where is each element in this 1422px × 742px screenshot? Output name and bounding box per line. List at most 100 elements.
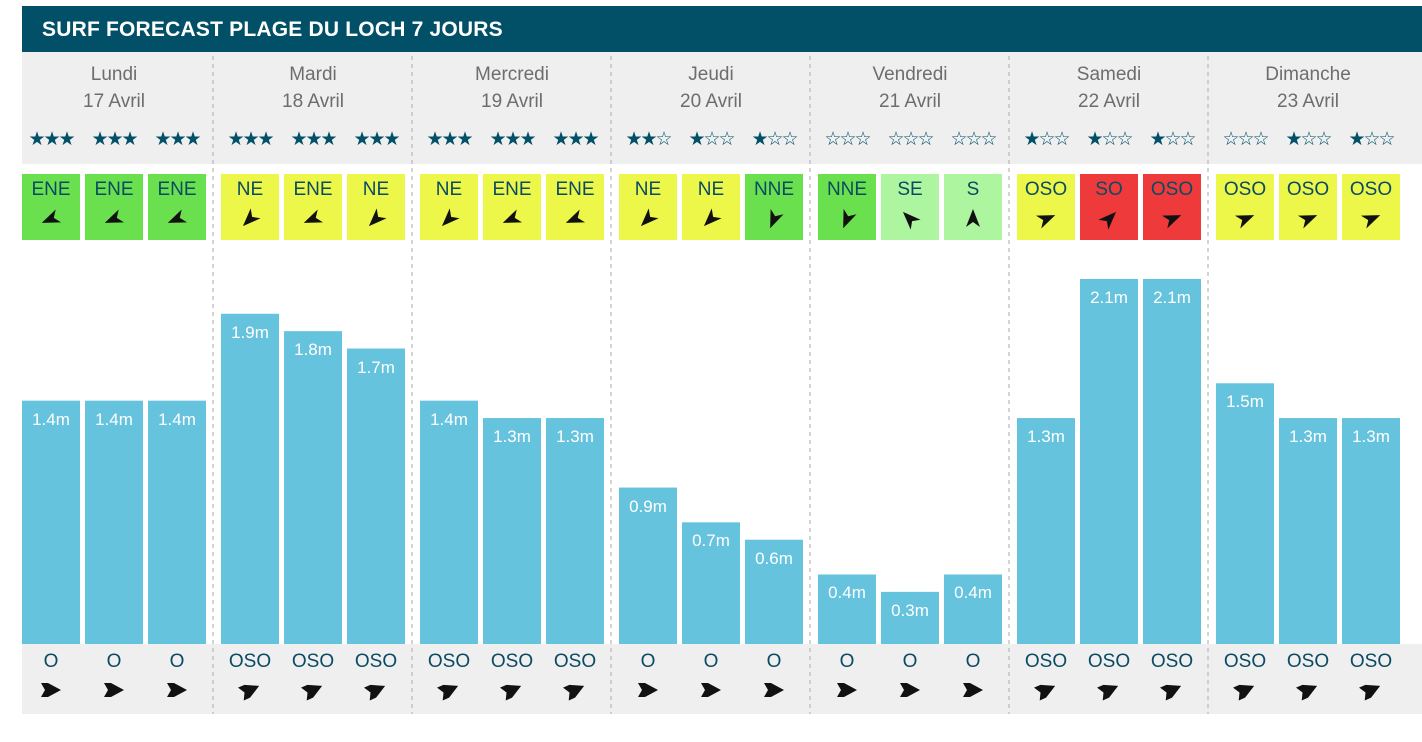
wind-direction-label: OSO [1024, 179, 1068, 200]
day-date: 19 Avril [481, 91, 543, 112]
rating-stars: ★☆☆ [1149, 129, 1196, 150]
wave-bar [85, 400, 143, 644]
swell-direction-label: OSO [1223, 651, 1267, 672]
swell-arrow-icon [1034, 684, 1056, 701]
wind-arrow-shape [41, 209, 62, 223]
wind-box [546, 174, 604, 240]
swell-arrow-shape [1233, 684, 1255, 701]
wind-arrow-icon [1161, 215, 1182, 229]
swell-direction-label: OSO [1087, 651, 1131, 672]
swell-arrow-shape [1097, 684, 1119, 701]
swell-arrow-shape [764, 683, 784, 697]
wind-arrow-shape [770, 208, 784, 229]
wave-height-label: 1.4m [430, 409, 468, 429]
rating-stars: ★★★ [28, 129, 75, 150]
wave-height-label: 2.1m [1153, 288, 1191, 307]
day-date: 18 Avril [282, 91, 344, 112]
swell-arrow-shape [167, 683, 187, 697]
wind-direction-label: ENE [555, 179, 595, 200]
swell-arrow-shape [104, 683, 124, 697]
swell-arrow-shape [963, 683, 983, 697]
wind-arrow-icon [902, 211, 921, 230]
rating-stars: ★☆☆ [688, 129, 735, 150]
wave-bar [420, 400, 478, 644]
swell-arrow-shape [638, 683, 658, 697]
wind-arrow-shape [1161, 215, 1182, 229]
wind-direction-label: SE [897, 179, 923, 200]
wind-direction-label: NE [435, 179, 463, 200]
wind-box [881, 174, 939, 240]
wave-height-label: 1.3m [1027, 427, 1065, 447]
wind-box [221, 174, 279, 240]
wind-box [1279, 174, 1337, 240]
wind-arrow-icon [843, 208, 857, 229]
swell-arrow-icon [764, 683, 784, 697]
swell-direction-label: OSO [1286, 651, 1330, 672]
day-name: Vendredi [872, 64, 948, 85]
wave-height-label: 0.4m [828, 583, 866, 603]
swell-direction-label: O [106, 651, 122, 672]
wave-height-label: 0.3m [891, 600, 929, 620]
wind-arrow-icon [770, 208, 784, 229]
rating-stars: ★★★ [290, 129, 337, 150]
wind-box [148, 174, 206, 240]
wind-arrow-shape [303, 209, 324, 223]
wind-arrow-icon [966, 209, 980, 227]
wave-height-label: 1.3m [1352, 427, 1390, 447]
swell-arrow-icon [167, 683, 187, 697]
swell-arrow-icon [563, 684, 585, 701]
rating-stars: ★★☆ [625, 129, 672, 150]
swell-arrow-icon [638, 683, 658, 697]
wind-direction-label: ENE [293, 179, 333, 200]
swell-arrow-shape [900, 683, 920, 697]
wind-arrow-icon [104, 209, 125, 223]
rating-stars: ★☆☆ [751, 129, 798, 150]
wind-box [420, 174, 478, 240]
wave-height-label: 1.9m [231, 322, 269, 342]
wind-direction-label: OSO [1150, 179, 1194, 200]
wave-height-label: 1.5m [1226, 392, 1264, 412]
wind-arrow-shape [1360, 215, 1381, 229]
wind-arrow-shape [843, 208, 857, 229]
wave-bar [1143, 279, 1201, 644]
wind-arrow-shape [1035, 215, 1056, 229]
wind-arrow-shape [1234, 215, 1255, 229]
wind-arrow-icon [1297, 215, 1318, 229]
day-date: 17 Avril [83, 91, 145, 112]
wind-direction-label: NNE [753, 179, 795, 200]
swell-arrow-shape [500, 684, 522, 701]
wave-bar [546, 418, 604, 644]
wind-arrow-icon [640, 208, 659, 227]
wave-bar [1080, 279, 1138, 644]
rating-stars: ★☆☆ [1086, 129, 1133, 150]
wave-height-label: 0.6m [755, 548, 793, 568]
wave-height-label: 2.1m [1090, 288, 1128, 307]
swell-arrow-shape [1034, 684, 1056, 701]
swell-direction-label: O [703, 651, 719, 672]
swell-arrow-shape [1359, 684, 1381, 701]
swell-arrow-shape [1160, 684, 1182, 701]
swell-arrow-icon [900, 683, 920, 697]
rating-stars: ★★★ [552, 129, 599, 150]
wave-bar [1216, 383, 1274, 644]
wind-arrow-shape [703, 208, 722, 227]
swell-arrow-shape [701, 683, 721, 697]
swell-arrow-icon [104, 683, 124, 697]
wave-height-label: 1.8m [294, 340, 332, 360]
wave-bar [1342, 418, 1400, 644]
day-date: 21 Avril [879, 91, 941, 112]
swell-direction-label: O [965, 651, 981, 672]
wind-arrow-icon [703, 208, 722, 227]
swell-arrow-shape [837, 683, 857, 697]
swell-arrow-icon [837, 683, 857, 697]
swell-arrow-icon [437, 684, 459, 701]
wind-direction-label: OSO [1223, 179, 1267, 200]
swell-direction-label: OSO [1024, 651, 1068, 672]
swell-arrow-icon [364, 684, 386, 701]
wind-direction-label: OSO [1286, 179, 1330, 200]
wind-box [619, 174, 677, 240]
swell-direction-label: O [839, 651, 855, 672]
wave-height-label: 0.7m [692, 531, 730, 551]
day-date: 20 Avril [680, 91, 742, 112]
